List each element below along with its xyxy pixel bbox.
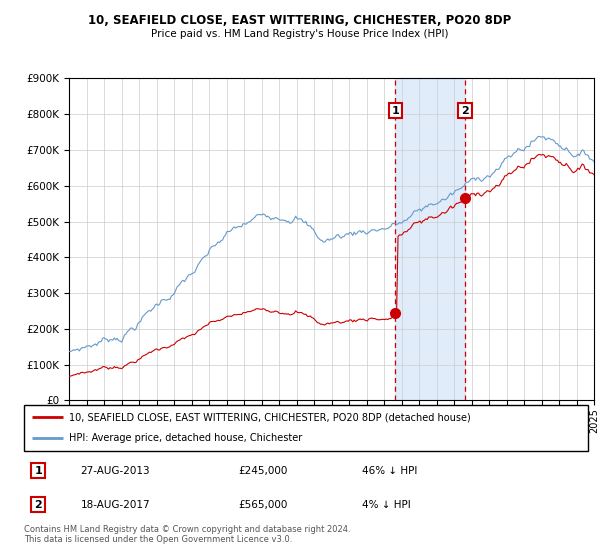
Text: 27-AUG-2013: 27-AUG-2013: [80, 465, 150, 475]
Text: 10, SEAFIELD CLOSE, EAST WITTERING, CHICHESTER, PO20 8DP (detached house): 10, SEAFIELD CLOSE, EAST WITTERING, CHIC…: [69, 412, 471, 422]
Text: 18-AUG-2017: 18-AUG-2017: [80, 500, 150, 510]
Text: £245,000: £245,000: [238, 465, 287, 475]
Text: 4% ↓ HPI: 4% ↓ HPI: [362, 500, 411, 510]
Text: Contains HM Land Registry data © Crown copyright and database right 2024.
This d: Contains HM Land Registry data © Crown c…: [24, 525, 350, 544]
Text: 10, SEAFIELD CLOSE, EAST WITTERING, CHICHESTER, PO20 8DP: 10, SEAFIELD CLOSE, EAST WITTERING, CHIC…: [88, 14, 512, 27]
Text: Price paid vs. HM Land Registry's House Price Index (HPI): Price paid vs. HM Land Registry's House …: [151, 29, 449, 39]
Text: 2: 2: [34, 500, 42, 510]
Text: 2: 2: [461, 106, 469, 115]
Text: 46% ↓ HPI: 46% ↓ HPI: [362, 465, 418, 475]
Text: 1: 1: [392, 106, 399, 115]
Text: 1: 1: [34, 465, 42, 475]
Text: £565,000: £565,000: [238, 500, 287, 510]
Bar: [395, 78, 465, 400]
Text: HPI: Average price, detached house, Chichester: HPI: Average price, detached house, Chic…: [69, 433, 302, 444]
